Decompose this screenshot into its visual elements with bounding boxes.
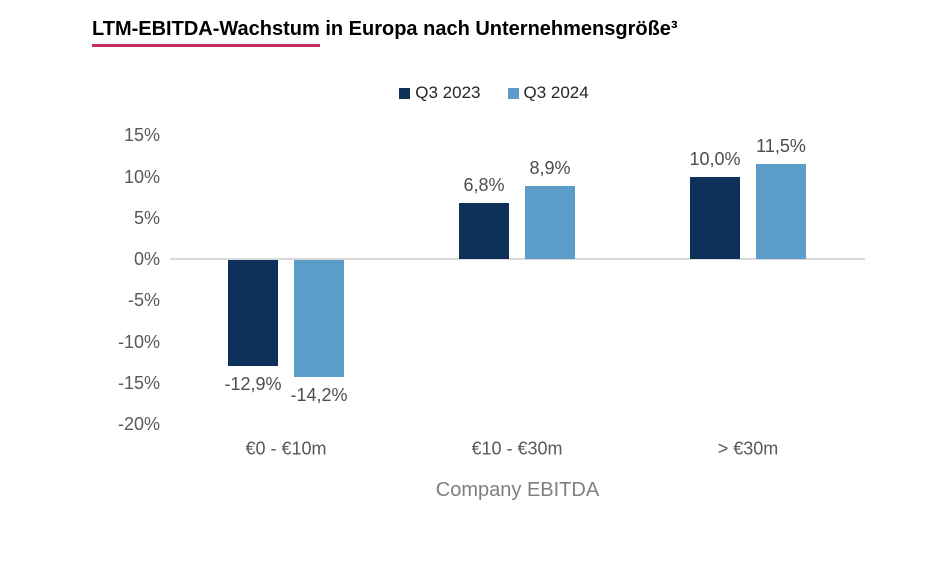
y-axis-tick-label: -10% (117, 331, 160, 352)
zero-axis-line (170, 258, 865, 260)
bar-q3-2023-cat1 (459, 202, 509, 259)
legend-item-q3-2023: Q3 2023 (399, 83, 481, 103)
y-axis-tick-label: 0% (133, 249, 160, 269)
data-label: 6,8% (463, 174, 505, 195)
y-axis-tick-label: -20% (117, 414, 160, 434)
legend-item-q3-2024: Q3 2024 (507, 83, 589, 103)
x-axis-category-label: €10 - €30m (471, 438, 563, 459)
bar-q3-2024-cat1 (525, 185, 575, 259)
bar-q3-2023-cat2 (690, 176, 740, 259)
legend-swatch-icon (399, 87, 411, 99)
data-label: 10,0% (689, 148, 741, 169)
chart-title-underlined-part: LTM-EBITDA-Wachstum (92, 18, 320, 47)
chart-legend: Q3 2023 Q3 2024 (24, 83, 940, 103)
legend-label: Q3 2023 (415, 83, 481, 102)
y-axis-tick-label: 5% (133, 207, 160, 228)
bar-q3-2024-cat2 (756, 164, 806, 259)
x-axis-category-label: €0 - €10m (245, 438, 327, 459)
x-axis-category-label: > €30m (717, 438, 779, 459)
y-axis-tick-label: -5% (127, 290, 160, 311)
chart-title-rest-part: in Europa nach Unternehmensgröße³ (319, 18, 678, 40)
y-axis-tick-label: 15% (123, 125, 160, 146)
legend-label: Q3 2024 (523, 83, 589, 102)
y-axis-tick-label: -15% (117, 372, 160, 393)
data-label: 8,9% (529, 157, 571, 178)
x-axis-title: Company EBITDA (435, 479, 600, 501)
bar-q3-2024-cat0 (294, 260, 344, 378)
legend-swatch-icon (507, 87, 519, 99)
y-axis-tick-label: 10% (123, 166, 160, 187)
chart-title: LTM-EBITDA-Wachstum in Europa nach Unter… (92, 18, 678, 47)
data-label: -12,9% (224, 374, 282, 395)
data-label: 11,5% (756, 136, 806, 157)
data-label: -14,2% (290, 385, 348, 406)
bar-q3-2023-cat0 (228, 260, 278, 367)
